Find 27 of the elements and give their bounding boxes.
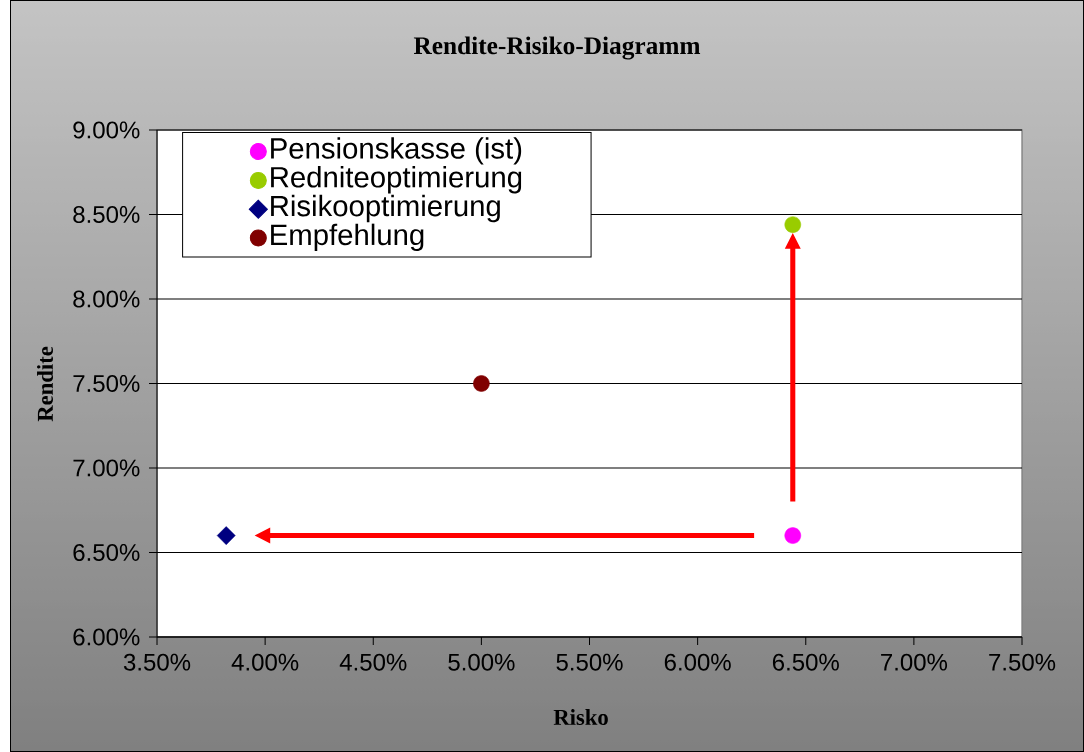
y-tick-label: 8.00% xyxy=(73,290,140,308)
y-tick-label: 8.50% xyxy=(73,205,140,223)
x-tick-label: 3.50% xyxy=(123,653,191,671)
x-axis-title: Risko xyxy=(553,709,608,725)
x-tick-label: 5.50% xyxy=(556,653,623,671)
x-tick-label: 7.50% xyxy=(989,653,1056,671)
x-tick-label: 5.00% xyxy=(448,653,515,671)
x-tick-label: 6.50% xyxy=(772,653,839,671)
y-tick-label: 6.50% xyxy=(73,543,140,561)
point xyxy=(473,375,490,392)
point xyxy=(784,527,802,544)
y-tick-label: 7.50% xyxy=(73,374,140,392)
legend-label: Empfehlung xyxy=(271,223,424,251)
legend-label: Pensionskasse (ist) xyxy=(271,137,522,165)
point xyxy=(784,216,802,233)
y-tick-label: 9.00% xyxy=(73,121,140,139)
chart-title: Rendite-Risiko-Diagramm xyxy=(413,36,701,60)
x-tick-label: 4.50% xyxy=(339,653,407,671)
y-tick-label: 7.00% xyxy=(73,459,140,477)
x-tick-label: 6.00% xyxy=(664,653,731,671)
legend-label: Risikooptimierung xyxy=(271,194,500,223)
x-tick-label: 4.00% xyxy=(231,653,299,671)
legend-label: Redniteoptimierung xyxy=(271,166,522,194)
y-tick-label: 6.00% xyxy=(73,628,140,646)
x-tick-label: 7.00% xyxy=(881,653,948,671)
point xyxy=(216,526,236,545)
y-axis-title: Rendite xyxy=(37,346,53,422)
